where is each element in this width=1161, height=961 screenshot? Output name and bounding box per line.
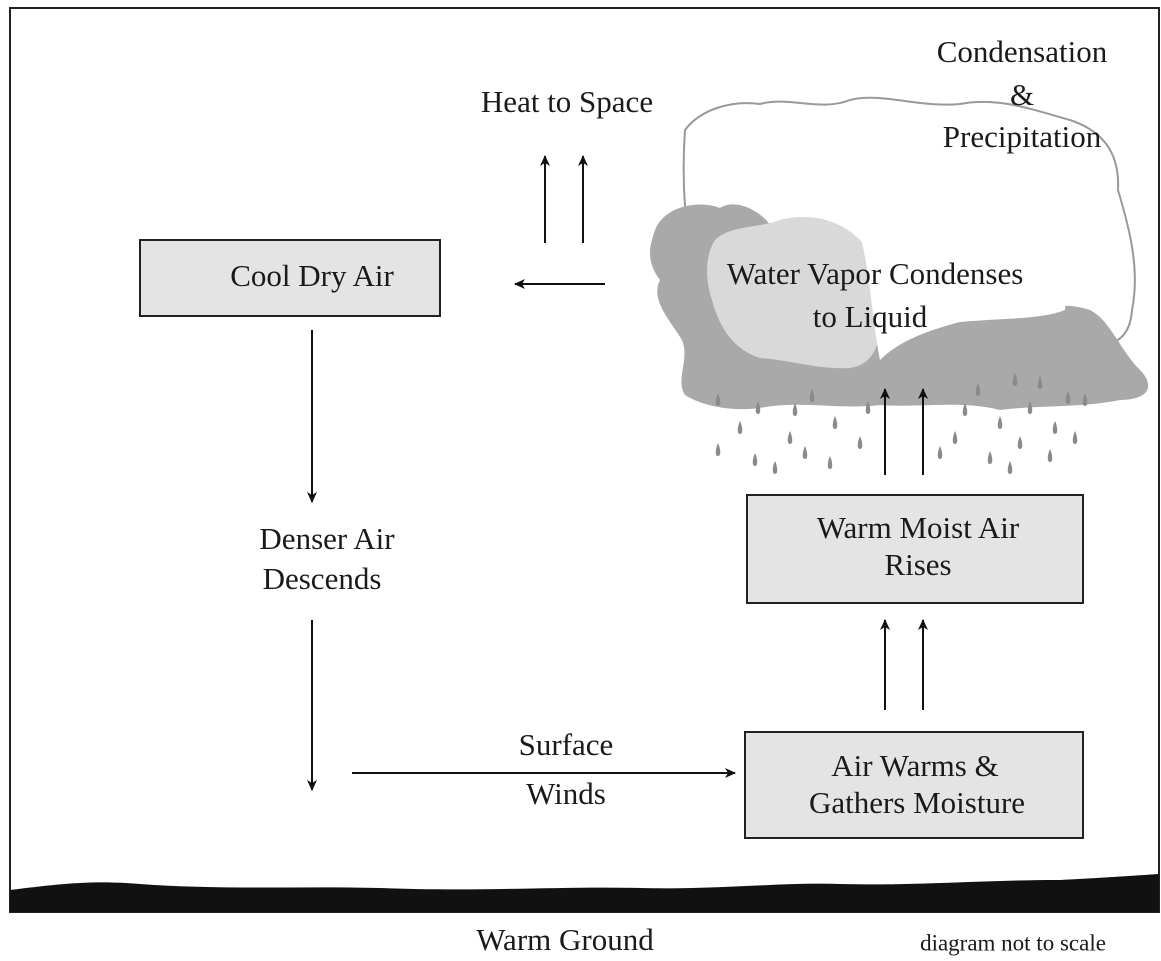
raindrop [827,456,833,469]
raindrop [1072,431,1078,444]
box [139,239,441,317]
cloud-label: to Liquid [813,299,928,334]
raindrop [1037,376,1043,389]
box-label: Warm Moist Air [817,510,1020,545]
raindrop [952,431,958,444]
raindrop [802,446,808,459]
box-label: Rises [884,547,951,582]
raindrop [1047,449,1053,462]
box-label: Gathers Moisture [809,785,1025,820]
heat-label: Heat to Space [481,84,653,119]
box-label: Air Warms & [831,748,998,783]
raindrop [772,461,778,474]
condensation-label: Precipitation [943,119,1102,154]
raindrop [809,389,815,402]
raindrop [832,416,838,429]
raindrop [975,383,981,396]
raindrop [1017,436,1023,449]
raindrop [865,401,871,414]
raindrop [987,451,993,464]
box [746,494,1084,604]
winds-label: Winds [526,776,606,811]
raindrop [755,401,761,414]
raindrop [1027,401,1033,414]
ground [10,874,1159,912]
box-label: Cool Dry Air [230,258,394,293]
winds-label: Surface [519,727,614,762]
descends-label: Descends [263,561,382,596]
raindrop [792,403,798,416]
raindrop [715,443,721,456]
raindrop [752,453,758,466]
cloud-label: Water Vapor Condenses [727,256,1024,291]
descends-label: Denser Air [259,521,395,556]
raindrop [997,416,1003,429]
raindrop [737,421,743,434]
raindrop [962,403,968,416]
box [744,731,1084,839]
condensation-label: Condensation [937,34,1108,69]
raindrop [715,393,721,406]
note: diagram not to scale [920,930,1106,955]
raindrop [857,436,863,449]
raindrop [937,446,943,459]
raindrop [1065,391,1071,404]
raindrop [787,431,793,444]
raindrop [1052,421,1058,434]
raindrops [715,373,1088,474]
condensation-label: & [1010,77,1034,112]
raindrop [1012,373,1018,386]
cloud-light [707,216,882,369]
raindrop [1007,461,1013,474]
raindrop [1082,393,1088,406]
cloud-white [860,232,1066,360]
ground-label: Warm Ground [476,922,654,957]
